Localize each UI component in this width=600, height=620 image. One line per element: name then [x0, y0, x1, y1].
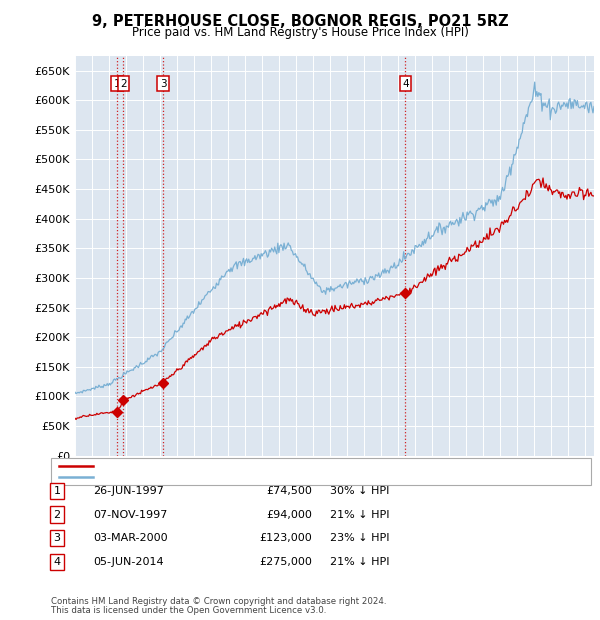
Text: £275,000: £275,000: [259, 557, 312, 567]
Text: 21% ↓ HPI: 21% ↓ HPI: [330, 557, 389, 567]
Text: 9, PETERHOUSE CLOSE, BOGNOR REGIS, PO21 5RZ (detached house): 9, PETERHOUSE CLOSE, BOGNOR REGIS, PO21 …: [97, 461, 458, 471]
Text: 4: 4: [402, 79, 409, 89]
Text: 3: 3: [160, 79, 166, 89]
Text: £94,000: £94,000: [266, 510, 312, 520]
Text: 2: 2: [120, 79, 127, 89]
Text: 21% ↓ HPI: 21% ↓ HPI: [330, 510, 389, 520]
Text: 07-NOV-1997: 07-NOV-1997: [93, 510, 167, 520]
Text: This data is licensed under the Open Government Licence v3.0.: This data is licensed under the Open Gov…: [51, 606, 326, 615]
Text: 03-MAR-2000: 03-MAR-2000: [93, 533, 167, 543]
Text: 4: 4: [53, 557, 61, 567]
Text: 05-JUN-2014: 05-JUN-2014: [93, 557, 164, 567]
Text: 3: 3: [53, 533, 61, 543]
Text: Price paid vs. HM Land Registry's House Price Index (HPI): Price paid vs. HM Land Registry's House …: [131, 26, 469, 39]
Text: 26-JUN-1997: 26-JUN-1997: [93, 486, 164, 496]
Text: 2: 2: [53, 510, 61, 520]
Text: 30% ↓ HPI: 30% ↓ HPI: [330, 486, 389, 496]
Text: Contains HM Land Registry data © Crown copyright and database right 2024.: Contains HM Land Registry data © Crown c…: [51, 597, 386, 606]
Text: 9, PETERHOUSE CLOSE, BOGNOR REGIS, PO21 5RZ: 9, PETERHOUSE CLOSE, BOGNOR REGIS, PO21 …: [92, 14, 508, 29]
Text: 23% ↓ HPI: 23% ↓ HPI: [330, 533, 389, 543]
Text: £123,000: £123,000: [259, 533, 312, 543]
Text: £74,500: £74,500: [266, 486, 312, 496]
Text: 1: 1: [53, 486, 61, 496]
Text: HPI: Average price, detached house, Arun: HPI: Average price, detached house, Arun: [97, 472, 315, 482]
Text: 1: 1: [114, 79, 121, 89]
